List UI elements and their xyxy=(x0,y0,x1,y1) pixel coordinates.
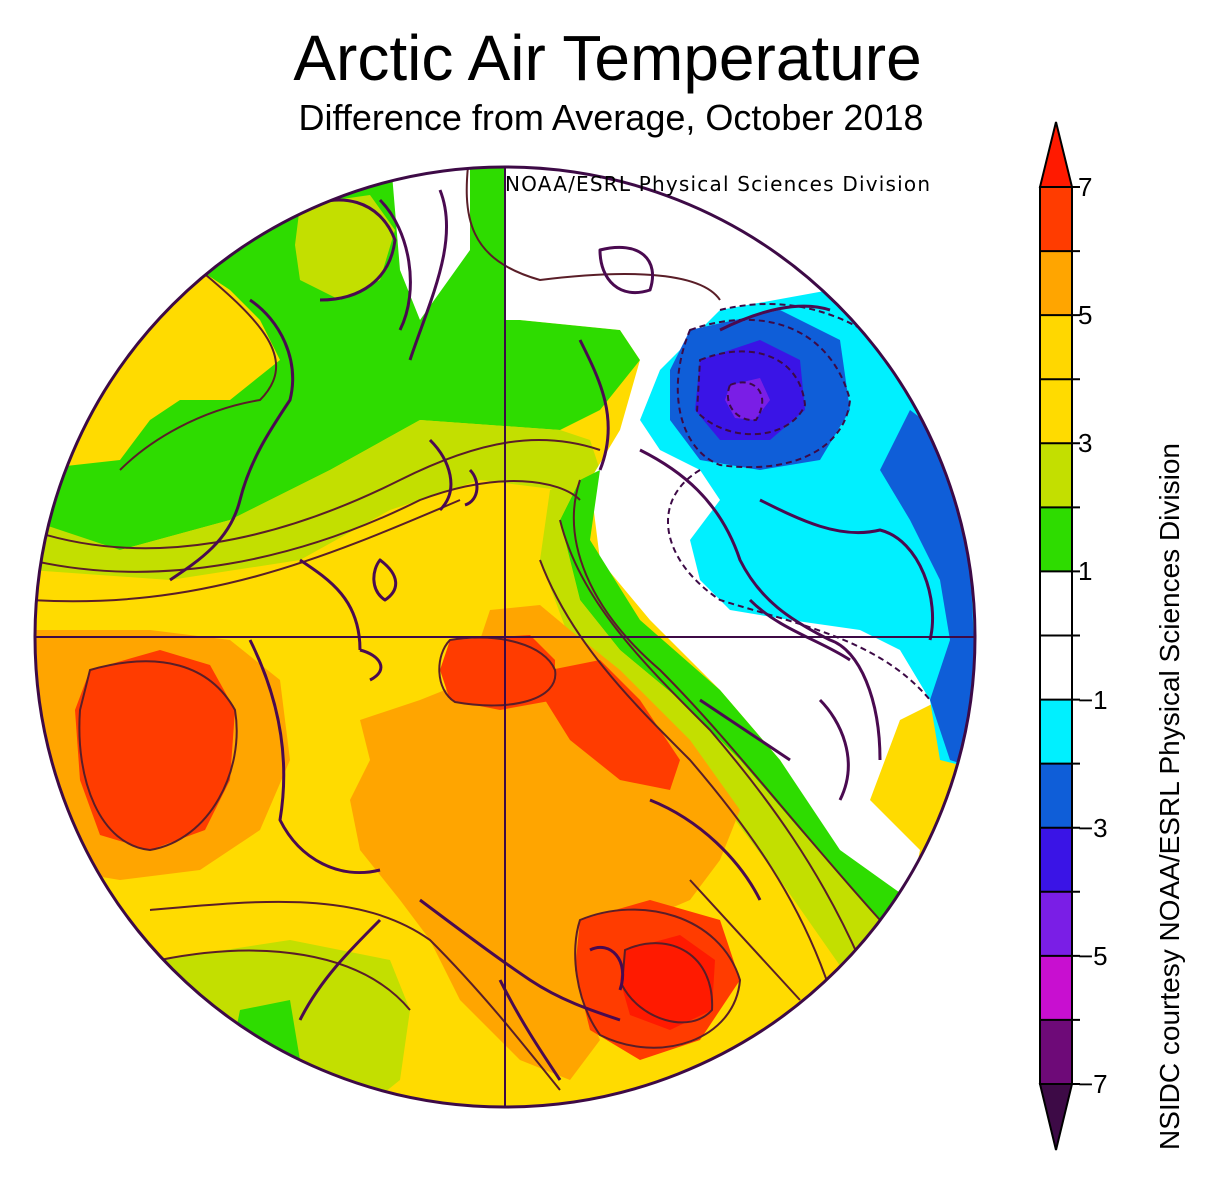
colorbar-bin xyxy=(1040,699,1072,764)
map-boundary-circle xyxy=(33,165,977,1109)
colorbar-bin xyxy=(1040,635,1072,700)
colorbar-label: −3 xyxy=(1078,812,1108,843)
contour-lines xyxy=(35,167,881,1091)
colorbar-label: 5 xyxy=(1078,300,1093,331)
credit-label: NOAA/ESRL Physical Sciences Division xyxy=(505,172,932,196)
anomaly-region-2-3-east xyxy=(540,480,900,980)
anomaly-region-6-7-center xyxy=(440,635,555,710)
colorbar-bin xyxy=(1040,443,1072,508)
colorbar-min-arrow xyxy=(1038,1083,1074,1151)
colorbar-label: −7 xyxy=(1078,1069,1108,1099)
anomaly-region-2-3-top-left-patch xyxy=(295,195,395,300)
map-subtitle: Difference from Average, October 2018 xyxy=(298,97,924,138)
colorbar-label: −1 xyxy=(1078,684,1108,715)
colorbar-bin xyxy=(1040,571,1072,636)
colorbar-label: −5 xyxy=(1078,940,1108,971)
colorbar-bin xyxy=(1040,763,1072,828)
colorbar-bin xyxy=(1040,1019,1072,1084)
colorbar-label: 7 xyxy=(1078,172,1093,202)
colorbar-bin xyxy=(1040,507,1072,572)
colorbar-bin xyxy=(1040,379,1072,444)
colorbar-bin xyxy=(1040,955,1072,1020)
map-title: Arctic Air Temperature xyxy=(293,22,922,94)
colorbar-bin xyxy=(1040,891,1072,956)
colorbar-bin xyxy=(1040,187,1072,252)
colorbar-bin xyxy=(1040,315,1072,380)
colorbar-label: 1 xyxy=(1078,556,1093,587)
anomaly-region-2-3-upper-left xyxy=(35,420,600,580)
coastlines xyxy=(169,189,935,1081)
colorbar-max-arrow xyxy=(1038,121,1074,188)
anomaly-region-6-7-west xyxy=(75,650,235,850)
anomaly-region-6-7-center-ne xyxy=(545,660,680,790)
colorbar-label: 3 xyxy=(1078,428,1093,459)
anomaly-region-7-8-south xyxy=(620,935,715,1030)
colorbar-bin xyxy=(1040,827,1072,892)
colorbar-bin xyxy=(1040,251,1072,316)
side-credit: NSIDC courtesy NOAA/ESRL Physical Scienc… xyxy=(1154,443,1185,1150)
